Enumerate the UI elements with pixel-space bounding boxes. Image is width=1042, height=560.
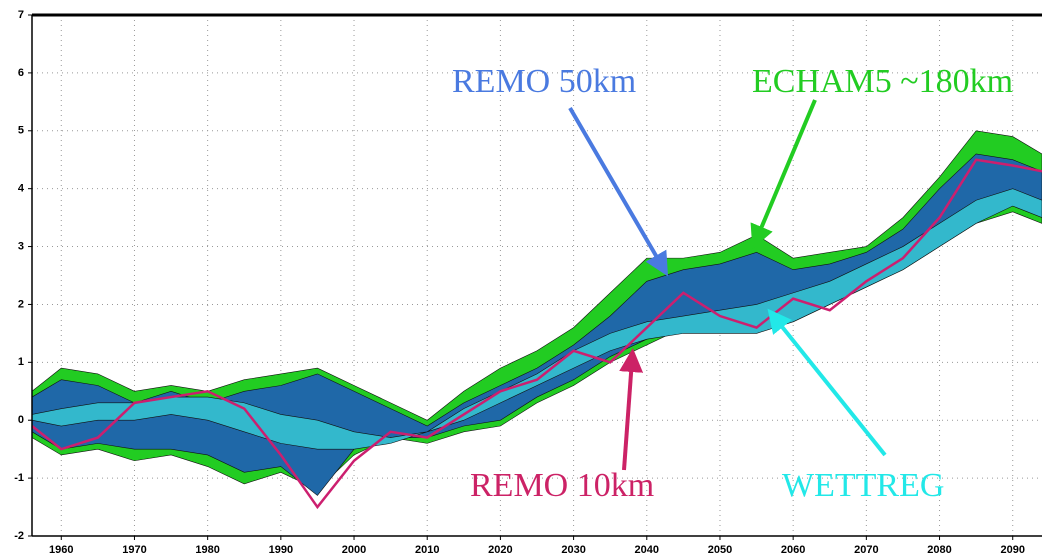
y-tick-label: 3: [18, 240, 24, 252]
x-tick-label: 1970: [122, 544, 146, 556]
x-tick-label: 1960: [49, 544, 73, 556]
y-tick-label: -2: [14, 530, 24, 542]
annotation-label: REMO 50km: [452, 63, 636, 100]
x-tick-label: 2020: [488, 544, 512, 556]
x-tick-label: 2010: [415, 544, 439, 556]
x-tick-label: 1980: [195, 544, 219, 556]
annotation-arrow: [568, 106, 669, 277]
y-tick-label: 6: [18, 67, 24, 79]
x-tick-label: 1990: [269, 544, 293, 556]
annotation-arrow: [619, 348, 644, 471]
annotation-label: ECHAM5 ~180km: [752, 63, 1013, 100]
x-tick-label: 2070: [854, 544, 878, 556]
annotation-label: WETTREG: [782, 467, 944, 504]
y-tick-label: 0: [18, 414, 24, 426]
annotation-arrow: [767, 308, 887, 457]
y-tick-label: 5: [18, 125, 24, 137]
x-tick-label: 2000: [342, 544, 366, 556]
y-tick-label: 2: [18, 298, 24, 310]
x-tick-label: 2030: [561, 544, 585, 556]
line-series: [31, 158, 1042, 510]
band-area: [31, 153, 1042, 496]
y-tick-label: 4: [18, 183, 25, 195]
x-tick-label: 2050: [708, 544, 732, 556]
band-area: [31, 188, 1042, 450]
y-tick-label: 1: [18, 356, 24, 368]
y-tick-label: -1: [14, 472, 24, 484]
annotation-label: REMO 10km: [470, 467, 654, 504]
y-tick-label: 7: [18, 9, 24, 21]
x-tick-label: 2060: [781, 544, 805, 556]
x-tick-label: 2080: [927, 544, 951, 556]
x-tick-label: 2040: [635, 544, 659, 556]
annotation-arrow: [750, 99, 817, 250]
x-tick-label: 2090: [1000, 544, 1024, 556]
